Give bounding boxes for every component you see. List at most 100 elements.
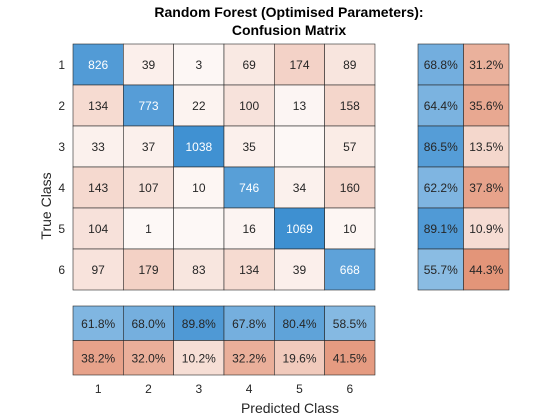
matrix-cell-r3-c2-label: 37	[142, 140, 156, 154]
col-summary-incorrect-c4-label: 32.2%	[232, 351, 266, 365]
matrix-cell-r6-c5-label: 39	[293, 263, 307, 277]
row-summary-correct-r1-label: 68.8%	[424, 58, 458, 72]
matrix-cell-r5-c6-label: 10	[343, 222, 357, 236]
x-tick-label-2: 2	[145, 382, 152, 396]
col-summary-correct-c4	[223, 305, 275, 341]
matrix-cell-r4-c3	[173, 166, 225, 209]
matrix-cell-r2-c6	[324, 84, 376, 127]
matrix-cell-r5-c1-label: 104	[88, 222, 108, 236]
row-summary-correct-r6	[417, 248, 464, 291]
col-summary-incorrect-c6	[324, 340, 376, 376]
row-summary-incorrect-r6-label: 44.3%	[469, 263, 503, 277]
row-summary-correct-r5-label: 89.1%	[424, 222, 458, 236]
matrix-cell-r5-c3	[173, 207, 225, 250]
matrix-cell-r5-c5	[274, 207, 325, 250]
col-summary-correct-c2	[123, 305, 174, 341]
matrix-cell-r6-c1-label: 97	[91, 263, 105, 277]
matrix-cell-r4-c3-label: 10	[192, 181, 206, 195]
matrix-cell-r4-c5	[274, 166, 325, 209]
matrix-cell-r1-c1	[72, 43, 124, 86]
y-tick-label-5: 5	[58, 222, 65, 236]
matrix-cell-r4-c1-label: 143	[88, 181, 108, 195]
col-summary-correct-c1-label: 61.8%	[81, 317, 115, 331]
row-summary-correct-r6-label: 55.7%	[424, 263, 458, 277]
col-summary-correct-c2-label: 68.0%	[131, 317, 165, 331]
row-summary-correct-r3-label: 86.5%	[424, 140, 458, 154]
row-summary-incorrect-r2-label: 35.6%	[469, 99, 503, 113]
matrix-cell-r3-c6	[324, 125, 376, 168]
matrix-cell-r5-c4-label: 16	[242, 222, 256, 236]
column-summary-matrix: 61.8% 38.2% 68.0% 32.0% 89.8% 10.2% 67.8% 32.2%…	[72, 305, 376, 376]
matrix-cell-r4-c2-label: 107	[138, 181, 158, 195]
matrix-cell-r3-c1	[72, 125, 124, 168]
col-summary-incorrect-c5-label: 19.6%	[282, 351, 316, 365]
matrix-cell-r1-c5-label: 174	[289, 58, 309, 72]
col-summary-incorrect-c5	[274, 340, 325, 376]
col-summary-correct-c3-label: 89.8%	[182, 317, 216, 331]
matrix-cell-r3-c5	[274, 125, 325, 168]
x-tick-label-3: 3	[195, 382, 202, 396]
matrix-cell-r6-c2-label: 179	[138, 263, 158, 277]
true-class-tick-labels: 1 2 3 4 5 6	[58, 58, 65, 277]
row-summary-incorrect-r1-label: 31.2%	[469, 58, 503, 72]
row-summary-incorrect-r3-label: 13.5%	[469, 140, 503, 154]
row-summary-correct-r4-label: 62.2%	[424, 181, 458, 195]
matrix-cell-r4-c1	[72, 166, 124, 209]
matrix-cell-r1-c6	[324, 43, 376, 86]
chart-subtitle: Confusion Matrix	[232, 22, 347, 38]
row-summary-incorrect-r5-label: 10.9%	[469, 222, 503, 236]
col-summary-incorrect-c2	[123, 340, 174, 376]
col-summary-correct-c3	[173, 305, 225, 341]
matrix-cell-r4-c4-label: 746	[239, 181, 259, 195]
row-summary-matrix: 68.8% 31.2% 64.4% 35.6% 86.5% 13.5% 62.2% 37.8%…	[417, 43, 510, 291]
col-summary-incorrect-c6-label: 41.5%	[333, 351, 367, 365]
col-summary-correct-c1	[72, 305, 124, 341]
matrix-cell-r5-c2	[123, 207, 174, 250]
row-summary-incorrect-r4-label: 37.8%	[469, 181, 503, 195]
col-summary-incorrect-c1-label: 38.2%	[81, 351, 115, 365]
y-tick-label-2: 2	[58, 99, 65, 113]
matrix-cell-r2-c3-label: 22	[192, 99, 206, 113]
x-tick-label-4: 4	[246, 382, 253, 396]
y-tick-label-4: 4	[58, 181, 65, 195]
col-summary-incorrect-c3-label: 10.2%	[182, 351, 216, 365]
row-summary-correct-r5	[417, 207, 464, 250]
predicted-class-tick-labels: 1 2 3 4 5 6	[95, 382, 354, 396]
row-summary-correct-r2	[417, 84, 464, 127]
matrix-cell-r3-c1-label: 33	[91, 140, 105, 154]
matrix-cell-r1-c3-label: 3	[195, 58, 202, 72]
matrix-cell-r6-c3	[173, 248, 225, 291]
row-summary-correct-r2-label: 64.4%	[424, 99, 458, 113]
matrix-cell-r4-c4	[223, 166, 275, 209]
y-tick-label-1: 1	[58, 58, 65, 72]
matrix-cell-r6-c6-label: 668	[340, 263, 360, 277]
matrix-cell-r2-c1-label: 134	[88, 99, 108, 113]
row-summary-incorrect-r6	[463, 248, 510, 291]
matrix-cell-r1-c2	[123, 43, 174, 86]
matrix-cell-r3-c4-label: 35	[242, 140, 256, 154]
matrix-cell-r6-c4-label: 134	[239, 263, 259, 277]
row-summary-incorrect-r3	[463, 125, 510, 168]
row-summary-incorrect-r5	[463, 207, 510, 250]
col-summary-incorrect-c1	[72, 340, 124, 376]
matrix-cell-r6-c3-label: 83	[192, 263, 206, 277]
y-axis-label: True Class	[38, 172, 54, 239]
matrix-cell-r2-c5-label: 13	[293, 99, 307, 113]
matrix-cell-r3-c4	[223, 125, 275, 168]
matrix-cell-r5-c6	[324, 207, 376, 250]
x-axis-label: Predicted Class	[241, 400, 339, 416]
chart-title: Random Forest (Optimised Parameters):	[154, 4, 423, 20]
matrix-cell-r1-c2-label: 39	[142, 58, 156, 72]
matrix-cell-r1-c4-label: 69	[242, 58, 256, 72]
matrix-cell-r2-c2	[123, 84, 174, 127]
matrix-cell-r1-c6-label: 89	[343, 58, 357, 72]
row-summary-correct-r1	[417, 43, 464, 86]
matrix-cell-r4-c2	[123, 166, 174, 209]
matrix-cell-r1-c3	[173, 43, 225, 86]
matrix-cell-r2-c4-label: 100	[239, 99, 259, 113]
matrix-cell-r6-c6	[324, 248, 376, 291]
matrix-cell-r4-c5-label: 34	[293, 181, 307, 195]
matrix-cell-r5-c5-label: 1069	[286, 222, 313, 236]
matrix-cell-r1-c5	[274, 43, 325, 86]
